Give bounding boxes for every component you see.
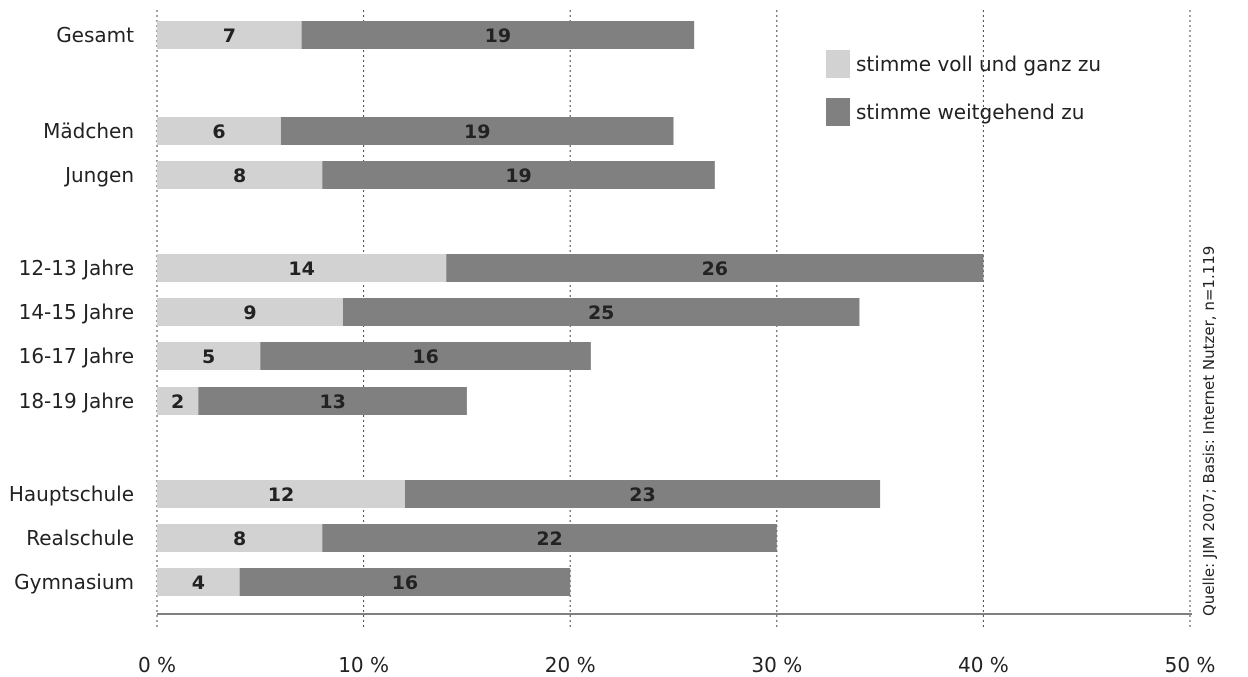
legend-label: stimme voll und ganz zu bbox=[856, 52, 1101, 76]
x-tick-label: 20 % bbox=[545, 653, 596, 677]
bar-segment bbox=[157, 524, 323, 552]
x-tick-label: 10 % bbox=[338, 653, 389, 677]
data-label: 14 bbox=[288, 258, 314, 280]
bar-segment bbox=[157, 117, 281, 145]
data-label: 2 bbox=[171, 391, 184, 413]
data-label: 19 bbox=[505, 165, 531, 187]
bar-segment bbox=[157, 568, 240, 596]
category-label: 12-13 Jahre bbox=[19, 256, 134, 280]
x-tick-label: 0 % bbox=[138, 653, 176, 677]
bar-segment bbox=[342, 298, 860, 326]
data-label: 6 bbox=[212, 121, 225, 143]
bar-segment bbox=[322, 524, 777, 552]
legend-label: stimme weitgehend zu bbox=[856, 100, 1084, 124]
data-label: 25 bbox=[588, 302, 614, 324]
bar-segment bbox=[280, 117, 674, 145]
bar-segment bbox=[157, 342, 261, 370]
data-label: 22 bbox=[536, 528, 562, 550]
data-label: 26 bbox=[702, 258, 728, 280]
bar-segment bbox=[446, 254, 984, 282]
data-label: 12 bbox=[268, 484, 294, 506]
bar-segment bbox=[239, 568, 571, 596]
data-label: 16 bbox=[412, 346, 438, 368]
source-note: Quelle: JIM 2007; Basis: Internet Nutzer… bbox=[1200, 246, 1218, 616]
data-label: 9 bbox=[243, 302, 256, 324]
category-label: Gesamt bbox=[56, 23, 134, 47]
category-label: 14-15 Jahre bbox=[19, 300, 134, 324]
x-tick-label: 30 % bbox=[751, 653, 802, 677]
bar-segment bbox=[157, 480, 405, 508]
bar-segment bbox=[322, 161, 715, 189]
category-label: Hauptschule bbox=[9, 482, 134, 506]
bar-segment bbox=[404, 480, 881, 508]
data-label: 16 bbox=[392, 572, 418, 594]
bar-segment bbox=[157, 21, 302, 49]
bar-segment bbox=[260, 342, 591, 370]
bar-segment bbox=[157, 298, 343, 326]
category-label: Gymnasium bbox=[14, 570, 134, 594]
category-label: Jungen bbox=[63, 163, 134, 187]
legend-swatch bbox=[826, 98, 850, 126]
bar-segment bbox=[198, 387, 467, 415]
data-label: 8 bbox=[233, 528, 246, 550]
data-label: 5 bbox=[202, 346, 215, 368]
data-label: 19 bbox=[464, 121, 490, 143]
data-label: 8 bbox=[233, 165, 246, 187]
bar-segment bbox=[157, 387, 199, 415]
data-label: 4 bbox=[192, 572, 205, 594]
data-label: 19 bbox=[485, 25, 511, 47]
x-tick-label: 40 % bbox=[958, 653, 1009, 677]
category-label: 18-19 Jahre bbox=[19, 389, 134, 413]
bar-segment bbox=[157, 161, 323, 189]
data-label: 23 bbox=[629, 484, 655, 506]
category-label: Mädchen bbox=[43, 119, 134, 143]
x-tick-label: 50 % bbox=[1165, 653, 1216, 677]
bar-segment bbox=[301, 21, 695, 49]
data-label: 13 bbox=[319, 391, 345, 413]
legend-swatch bbox=[826, 50, 850, 78]
category-label: Realschule bbox=[26, 526, 134, 550]
data-label: 7 bbox=[223, 25, 236, 47]
category-label: 16-17 Jahre bbox=[19, 344, 134, 368]
bar-segment bbox=[157, 254, 447, 282]
